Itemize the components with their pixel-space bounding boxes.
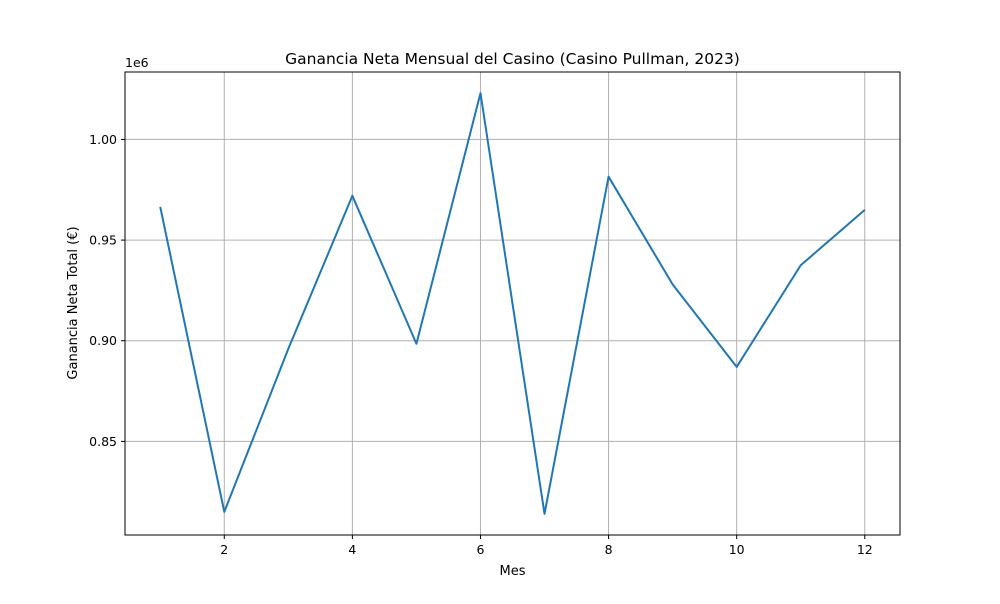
- x-tick-label: 2: [220, 542, 228, 557]
- y-tick-label: 0.90: [89, 333, 117, 348]
- x-tick-label: 12: [857, 542, 873, 557]
- x-tick-label: 8: [605, 542, 613, 557]
- series-line: [159, 92, 866, 515]
- x-tick-label: 6: [476, 542, 484, 557]
- series-layer: [159, 92, 866, 515]
- x-axis-label: Mes: [500, 564, 526, 579]
- plot-frame: [124, 71, 901, 536]
- grid-layer: [125, 72, 900, 535]
- y-axis-label: Ganancia Neta Total (€): [66, 226, 81, 379]
- chart-title: Ganancia Neta Mensual del Casino (Casino…: [285, 50, 740, 68]
- y-offset-label: 1e6: [125, 55, 149, 70]
- tick-layer: 2 4 6 8 10 12 0.85 0.90 0.95 1.00: [89, 132, 873, 557]
- y-tick-label: 1.00: [89, 132, 117, 147]
- x-tick-label: 4: [348, 542, 356, 557]
- y-tick-label: 0.95: [89, 233, 117, 248]
- x-tick-label: 10: [729, 542, 745, 557]
- y-tick-label: 0.85: [89, 434, 117, 449]
